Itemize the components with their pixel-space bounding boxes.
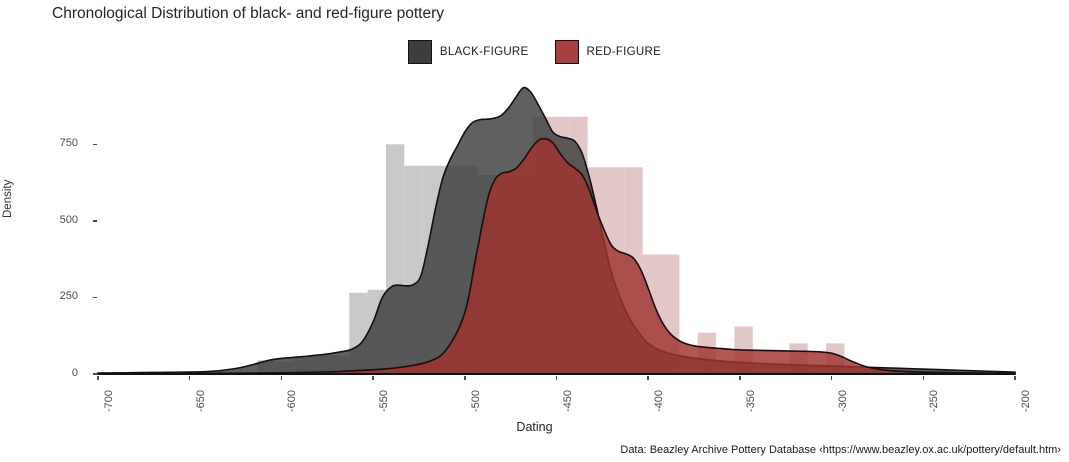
x-tick-mark <box>280 376 283 380</box>
y-tick-mark <box>93 143 97 146</box>
x-tick-label: -500 <box>469 389 482 412</box>
x-tick-label: -600 <box>286 389 299 412</box>
density-plot-svg <box>97 86 1016 375</box>
x-tick-mark <box>830 376 833 380</box>
x-tick-mark <box>739 376 741 380</box>
plot-area <box>97 80 1016 375</box>
x-tick-mark <box>647 376 649 380</box>
x-tick-label: -200 <box>1020 389 1032 412</box>
y-tick-mark <box>93 296 97 299</box>
legend-item-red-figure[interactable]: RED-FIGURE <box>554 40 662 64</box>
legend-swatch-red-figure <box>554 40 579 64</box>
x-tick-mark <box>464 376 466 380</box>
x-tick-label: -350 <box>744 389 757 412</box>
x-tick-label: -250 <box>928 389 941 412</box>
chart-title: Chronological Distribution of black- and… <box>52 5 445 22</box>
legend-label-black-figure: BLACK-FIGURE <box>439 46 529 58</box>
y-tick-mark <box>93 220 97 222</box>
y-tick-label: 0 <box>71 367 78 379</box>
x-tick-mark <box>922 376 925 380</box>
x-tick-label: -450 <box>561 389 574 412</box>
x-tick-mark <box>372 376 374 380</box>
density-area-red-figure <box>97 137 1016 375</box>
legend-label-red-figure: RED-FIGURE <box>586 46 662 58</box>
y-axis-label: Density <box>2 179 14 218</box>
legend-swatch-black-figure <box>407 40 432 64</box>
x-axis-label: Dating <box>516 420 553 434</box>
x-tick-mark <box>97 376 99 380</box>
x-tick-label: -650 <box>194 389 207 412</box>
y-tick-label: 500 <box>59 213 78 226</box>
y-tick-label: 750 <box>59 137 78 150</box>
x-tick-mark <box>188 376 191 380</box>
x-tick-mark <box>555 376 558 380</box>
legend-item-black-figure[interactable]: BLACK-FIGURE <box>407 40 529 64</box>
x-tick-mark <box>1014 376 1016 380</box>
chart-legend: BLACK-FIGURE RED-FIGURE <box>0 40 1069 64</box>
x-tick-label: -550 <box>378 389 391 412</box>
x-tick-label: -400 <box>653 389 666 412</box>
chart-caption: Data: Beazley Archive Pottery Database ‹… <box>620 444 1061 456</box>
x-tick-label: -300 <box>836 389 849 412</box>
y-tick-label: 250 <box>59 290 78 303</box>
x-tick-label: -700 <box>103 389 115 412</box>
y-tick-mark <box>93 373 97 375</box>
